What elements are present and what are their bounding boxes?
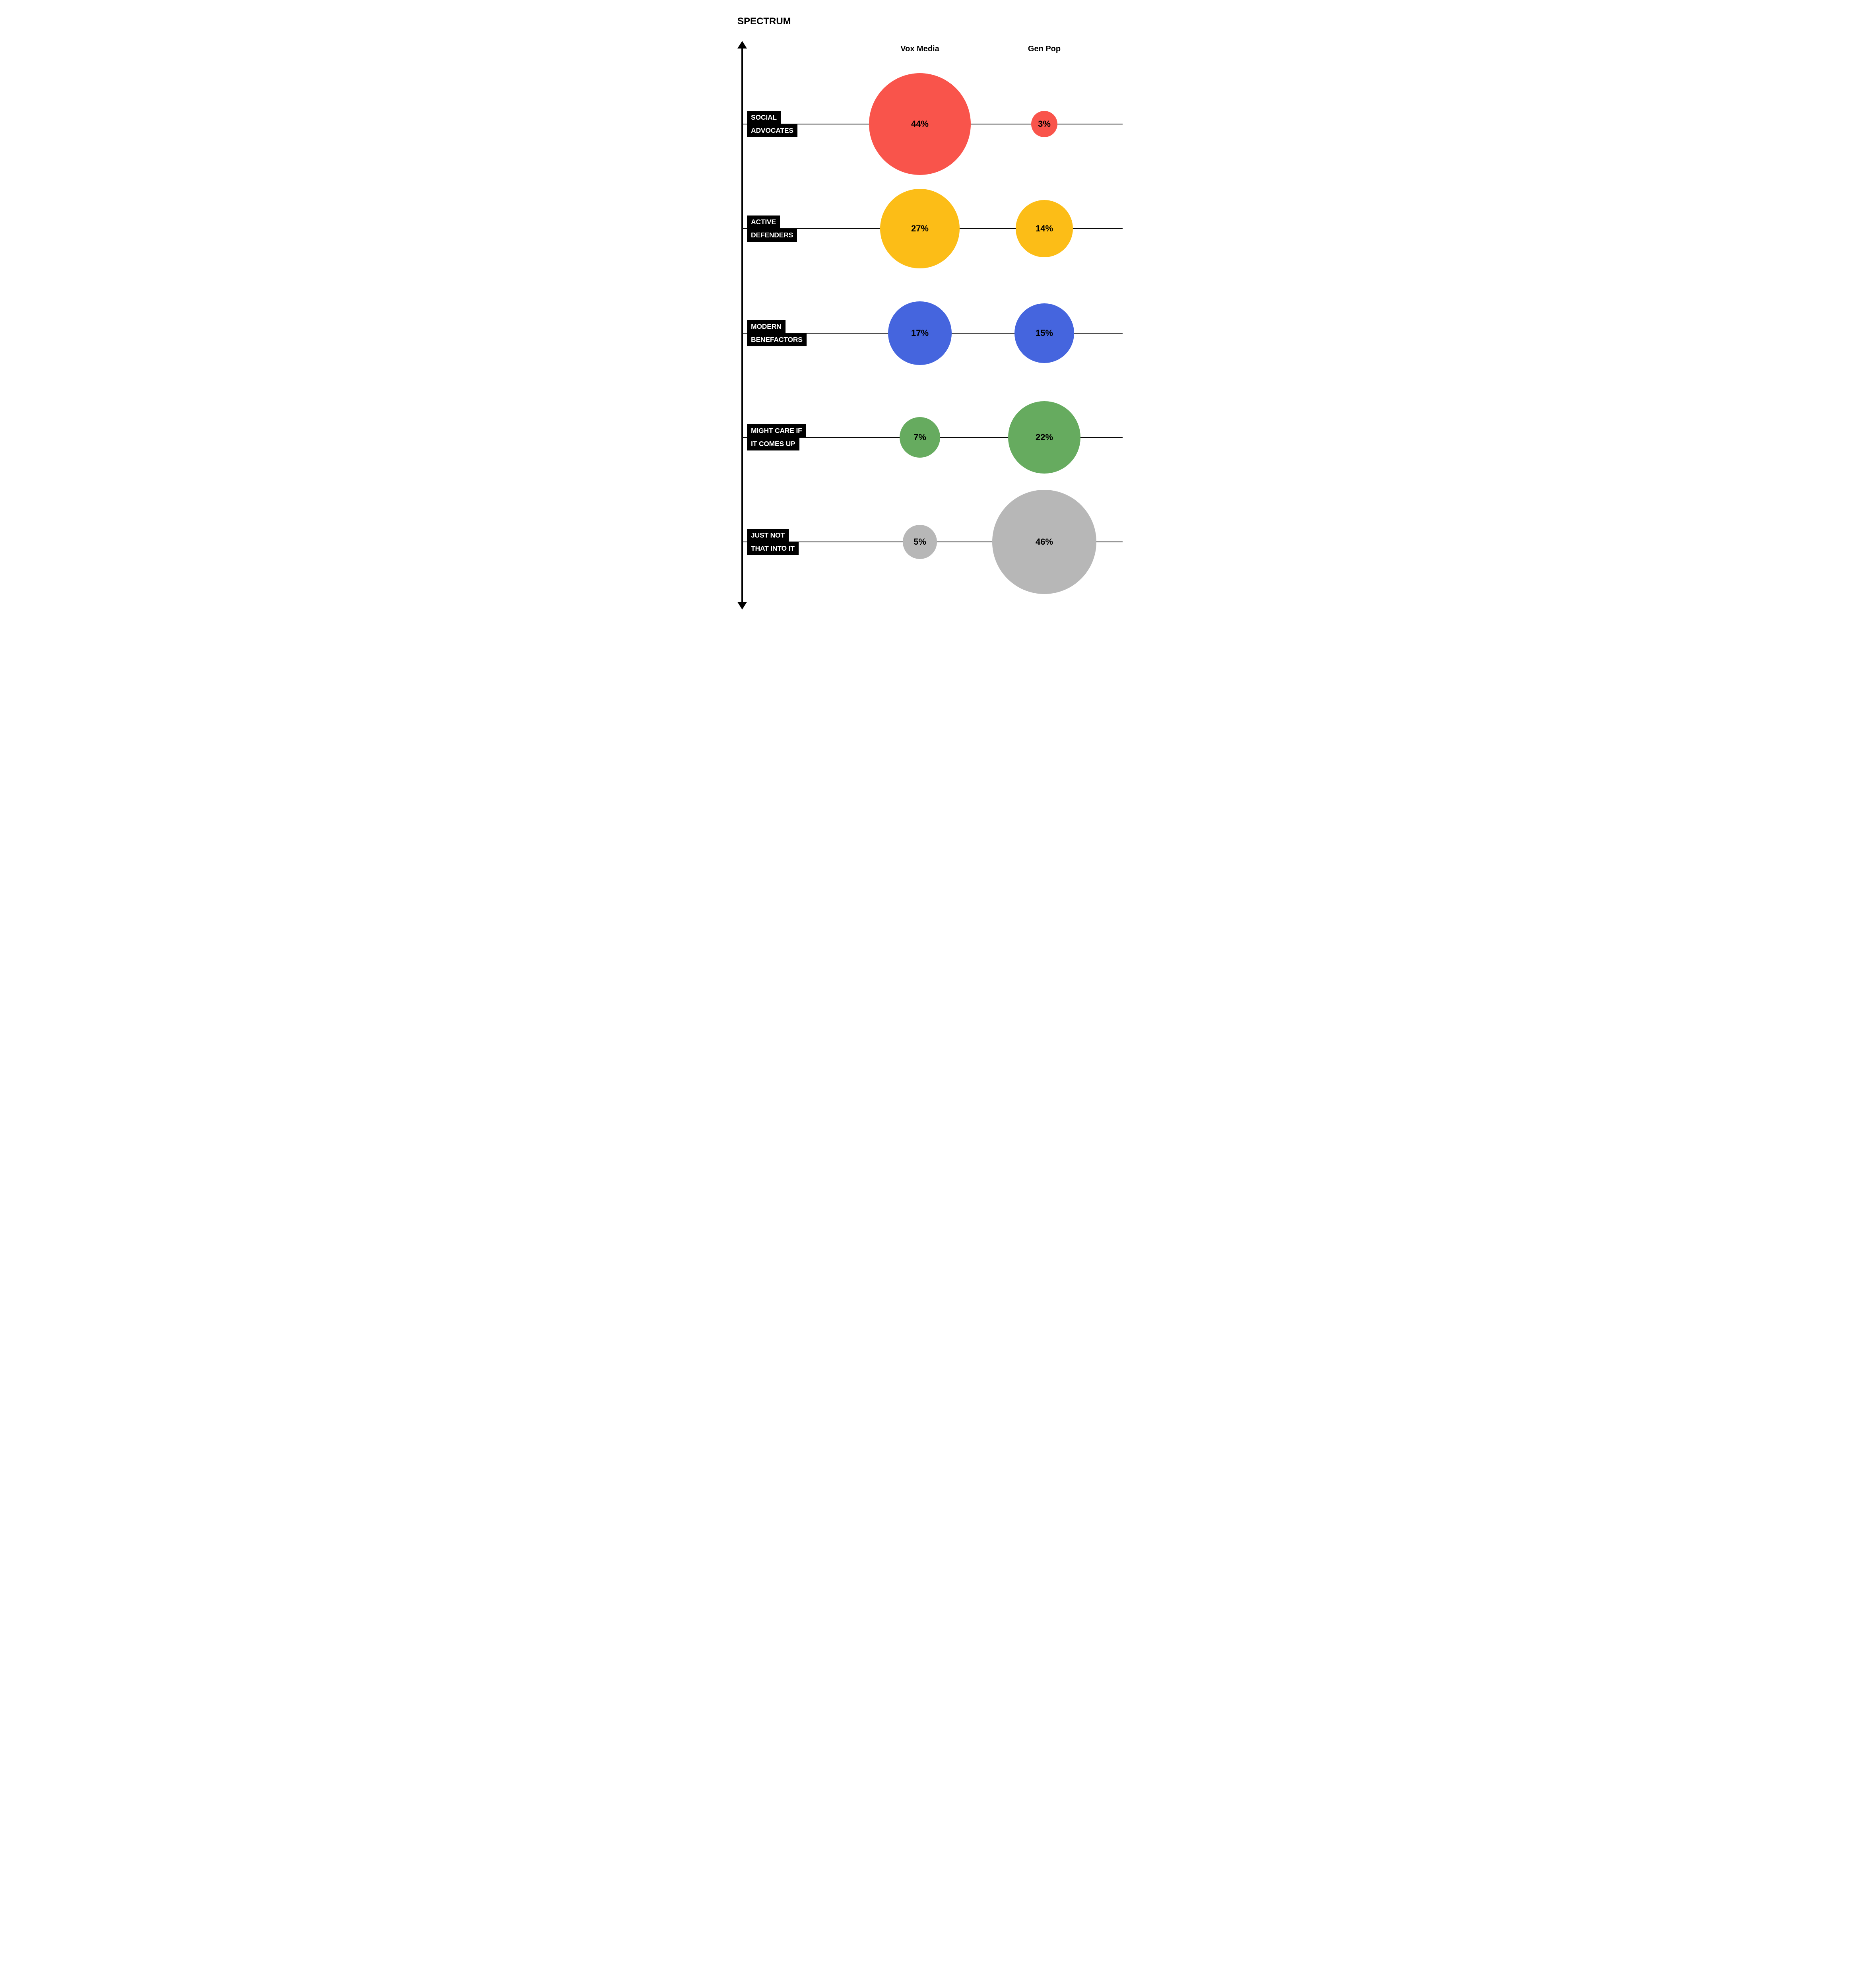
category-label: MIGHT CARE IF IT COMES UP xyxy=(747,424,806,450)
category-label-line: IT COMES UP xyxy=(747,437,799,450)
bubble-value-label: 7% xyxy=(914,432,926,442)
category-label: JUST NOT THAT INTO IT xyxy=(747,529,799,555)
axis-arrow-up-icon xyxy=(737,41,747,49)
bubble: 22% xyxy=(1008,401,1080,474)
category-label: MODERN BENEFACTORS xyxy=(747,320,807,346)
category-label-line: ACTIVE xyxy=(747,215,780,229)
category-label-line: THAT INTO IT xyxy=(747,542,799,555)
bubble: 46% xyxy=(992,490,1096,594)
bubble: 14% xyxy=(1015,200,1073,258)
category-label-line: MIGHT CARE IF xyxy=(747,424,806,437)
bubble-value-label: 14% xyxy=(1035,223,1053,233)
category-label-line: MODERN xyxy=(747,320,786,333)
bubble: 17% xyxy=(888,301,952,365)
bubble: 27% xyxy=(880,188,960,269)
chart-title: SPECTRUM xyxy=(737,16,791,27)
category-label-line: ADVOCATES xyxy=(747,124,797,137)
bubble-value-label: 44% xyxy=(911,118,929,129)
category-label-line: SOCIAL xyxy=(747,111,781,124)
column-header-vox-media: Vox Media xyxy=(900,45,939,53)
spectrum-axis xyxy=(741,47,743,603)
category-label: ACTIVE DEFENDERS xyxy=(747,215,797,242)
bubble-value-label: 46% xyxy=(1035,536,1053,547)
category-label: SOCIAL ADVOCATES xyxy=(747,111,797,137)
bubble-value-label: 22% xyxy=(1035,432,1053,442)
category-label-line: BENEFACTORS xyxy=(747,333,807,346)
bubble: 5% xyxy=(902,524,937,559)
bubble-value-label: 15% xyxy=(1035,328,1053,338)
bubble-value-label: 3% xyxy=(1038,118,1051,129)
bubble: 44% xyxy=(869,73,971,175)
bubble-value-label: 17% xyxy=(911,328,929,338)
bubble: 15% xyxy=(1014,303,1074,363)
bubble: 3% xyxy=(1031,111,1058,138)
category-label-line: DEFENDERS xyxy=(747,229,797,242)
axis-arrow-down-icon xyxy=(737,602,747,610)
column-header-gen-pop: Gen Pop xyxy=(1028,45,1061,53)
bubble: 7% xyxy=(899,417,941,458)
spectrum-bubble-chart: SPECTRUM Vox Media Gen Pop SOCIAL ADVOCAT… xyxy=(724,0,1140,620)
category-label-line: JUST NOT xyxy=(747,529,789,542)
bubble-value-label: 5% xyxy=(914,536,926,547)
bubble-value-label: 27% xyxy=(911,223,929,233)
